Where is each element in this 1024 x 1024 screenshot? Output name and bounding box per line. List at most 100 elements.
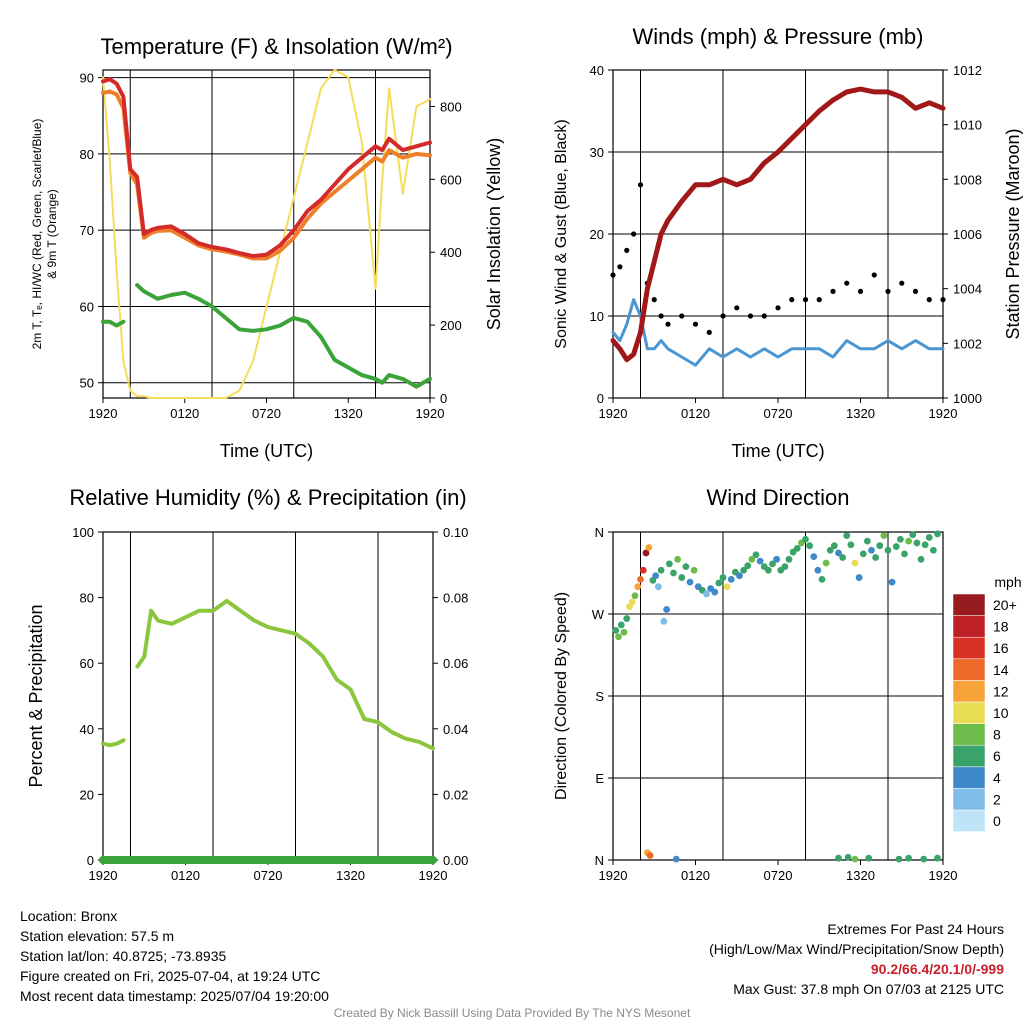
colorbar-swatch <box>952 766 986 789</box>
wind-y2tick-label: 1002 <box>953 336 982 351</box>
direction-point <box>785 555 793 563</box>
wind-y2tick-label: 1006 <box>953 227 982 242</box>
dir-xtick-label: 1320 <box>846 868 875 883</box>
gust-point <box>631 231 637 237</box>
direction-point <box>806 542 814 550</box>
extremes-title: Extremes For Past 24 Hours <box>827 921 1004 937</box>
gust-point <box>871 272 877 278</box>
credit-footer: Created By Nick Bassill Using Data Provi… <box>333 1006 691 1020</box>
direction-point <box>855 574 863 581</box>
station-info: Location: Bronx Station elevation: 57.5 … <box>20 906 329 1006</box>
direction-point <box>888 578 896 586</box>
extremes-values: 90.2/66.4/20.1/0/-999 <box>870 961 1004 977</box>
dir-title: Wind Direction <box>706 485 849 510</box>
direction-point <box>934 854 941 862</box>
temp-y2tick-label: 600 <box>440 172 462 187</box>
direction-point <box>920 855 928 863</box>
direction-point <box>686 578 694 586</box>
direction-point <box>905 854 913 862</box>
colorbar-swatch <box>952 701 986 724</box>
rh-ytick-label: 20 <box>80 787 94 802</box>
dir-xtick-label: 1920 <box>599 868 628 883</box>
temp-ytick-label: 90 <box>80 71 94 86</box>
dir-ylabel: Direction (Colored By Speed) <box>553 592 570 800</box>
wind-y2tick-label: 1004 <box>953 282 982 297</box>
gust-point <box>624 247 630 253</box>
direction-point <box>843 532 851 540</box>
wind-ytick-label: 20 <box>590 227 604 242</box>
rh-ytick-label: 80 <box>80 591 94 606</box>
rh-xtick-label: 0120 <box>171 868 200 883</box>
direction-point <box>884 546 892 554</box>
direction-point <box>909 531 917 539</box>
direction-point <box>929 546 937 554</box>
direction-point <box>810 553 818 560</box>
figure-created: Figure created on Fri, 2025-07-04, at 19… <box>20 968 321 984</box>
temp-xtick-label: 1920 <box>416 406 445 421</box>
direction-point <box>678 574 686 581</box>
dir-xtick-label: 0120 <box>681 868 710 883</box>
colorbar-label: 6 <box>993 748 1001 764</box>
wind-ytick-label: 10 <box>590 309 604 324</box>
colorbar-swatch <box>952 658 986 681</box>
direction-point <box>892 543 900 550</box>
dir-ytick-label: S <box>595 689 604 704</box>
gust-point <box>844 280 850 286</box>
direction-point <box>634 583 642 591</box>
direction-point <box>835 549 842 557</box>
rh-xtick-label: 1320 <box>336 868 365 883</box>
wind-y2tick-label: 1012 <box>953 63 982 78</box>
rh-y2tick-label: 0.10 <box>443 525 468 540</box>
gust-point <box>816 297 822 303</box>
wind-ytick-label: 40 <box>590 63 604 78</box>
direction-point <box>901 550 908 558</box>
wind-xlabel: Time (UTC) <box>731 441 824 461</box>
direction-point <box>793 545 801 552</box>
sonic-wind-line <box>611 298 945 367</box>
gust-point <box>720 313 726 319</box>
dir-ytick-label: N <box>595 853 604 868</box>
rh-frame <box>102 531 434 861</box>
direction-point <box>682 563 690 571</box>
direction-point <box>674 555 682 563</box>
direction-point <box>652 572 660 580</box>
direction-point <box>764 566 772 574</box>
temp-xtick-label: 0120 <box>170 406 199 421</box>
wind-ylabel-right: Station Pressure (Maroon) <box>1003 128 1023 339</box>
temp-9m-line <box>101 89 432 261</box>
direction-point <box>736 572 743 580</box>
direction-point <box>851 855 859 863</box>
temp-ylabel-line1: 2m T, Tₑ, HI/WC (Red, Green, Scarlet/Blu… <box>30 119 44 350</box>
temp-ylabel-line2: & 9m T (Orange) <box>45 189 59 279</box>
direction-point <box>637 575 644 583</box>
direction-point <box>814 566 822 574</box>
rh-ytick-label: 40 <box>80 722 94 737</box>
wind-xtick-label: 1920 <box>929 406 958 421</box>
direction-point <box>617 621 625 629</box>
direction-point <box>660 617 668 625</box>
gust-point <box>926 297 932 303</box>
direction-point <box>748 555 756 563</box>
gust-point <box>857 288 864 294</box>
rh-title: Relative Humidity (%) & Precipitation (i… <box>69 485 466 510</box>
solar-insolation-line <box>102 69 431 399</box>
station-location: Location: Bronx <box>20 908 118 924</box>
direction-point <box>895 855 903 863</box>
colorbar-label: 10 <box>993 705 1009 721</box>
rh-y2tick-label: 0.08 <box>443 591 468 606</box>
max-gust: Max Gust: 37.8 mph On 07/03 at 2125 UTC <box>733 981 1004 997</box>
colorbar-swatch <box>952 788 986 811</box>
direction-point <box>905 537 913 545</box>
colorbar-label: 18 <box>993 619 1009 635</box>
colorbar-label: 12 <box>993 683 1009 699</box>
direction-point <box>934 530 941 538</box>
direction-point <box>620 628 628 636</box>
rh-y2tick-label: 0.02 <box>443 787 468 802</box>
wind-title: Winds (mph) & Pressure (mb) <box>633 24 924 49</box>
wind-ytick-label: 30 <box>590 145 604 160</box>
direction-point <box>756 557 764 565</box>
temp-title: Temperature (F) & Insolation (W/m²) <box>100 34 452 59</box>
rh-ytick-label: 0 <box>87 853 94 868</box>
direction-point <box>612 627 620 634</box>
wind-xtick-label: 0720 <box>764 406 793 421</box>
